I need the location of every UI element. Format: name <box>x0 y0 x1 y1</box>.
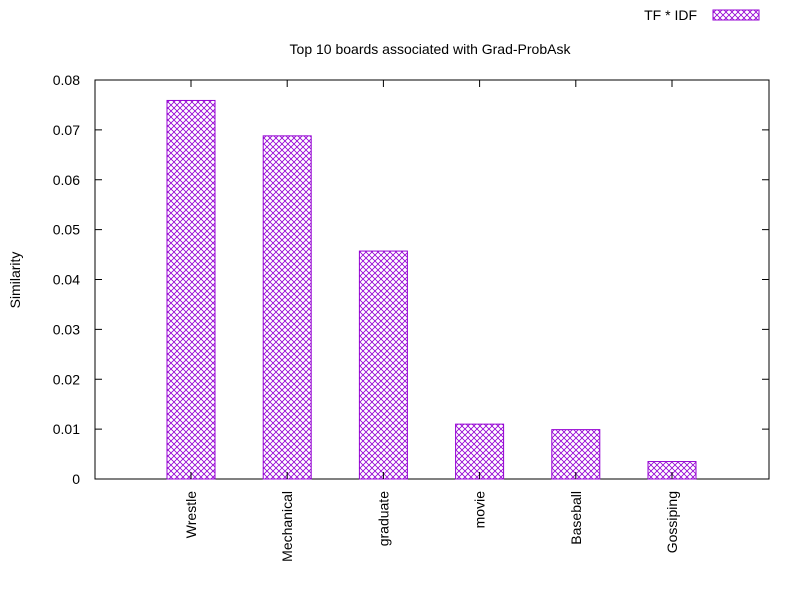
x-tick-label: Baseball <box>568 491 584 545</box>
bar-baseball <box>551 429 601 480</box>
y-tick-label: 0.01 <box>53 421 80 437</box>
chart-title: Top 10 boards associated with Grad-ProbA… <box>290 41 572 57</box>
bar-graduate <box>358 250 408 480</box>
y-tick-label: 0.05 <box>53 222 80 238</box>
y-tick-label: 0.06 <box>53 172 80 188</box>
x-tick-label: Mechanical <box>279 491 295 562</box>
y-axis: 0 0.01 0.02 0.03 0.04 0.05 0.06 0.07 0.08 <box>53 72 769 487</box>
x-tick-label: Wrestle <box>183 491 199 538</box>
x-tick-label: Gossiping <box>664 491 680 553</box>
y-tick-label: 0 <box>72 471 80 487</box>
y-axis-label: Similarity <box>7 252 23 309</box>
x-axis: Wrestle Mechanical graduate movie Baseball Go… <box>183 80 680 562</box>
legend: TF * IDF <box>644 7 760 23</box>
x-tick-label: movie <box>472 491 488 529</box>
y-tick-label: 0.08 <box>53 72 80 88</box>
bars <box>166 99 697 480</box>
bar-wrestle <box>166 99 216 480</box>
legend-swatch <box>712 9 760 21</box>
y-tick-label: 0.07 <box>53 122 80 138</box>
legend-label: TF * IDF <box>644 7 697 23</box>
y-tick-label: 0.03 <box>53 321 80 337</box>
x-tick-label: graduate <box>375 491 391 546</box>
y-tick-label: 0.04 <box>53 272 80 288</box>
bar-movie <box>455 423 505 480</box>
bar-mechanical <box>262 135 312 480</box>
y-tick-label: 0.02 <box>53 371 80 387</box>
